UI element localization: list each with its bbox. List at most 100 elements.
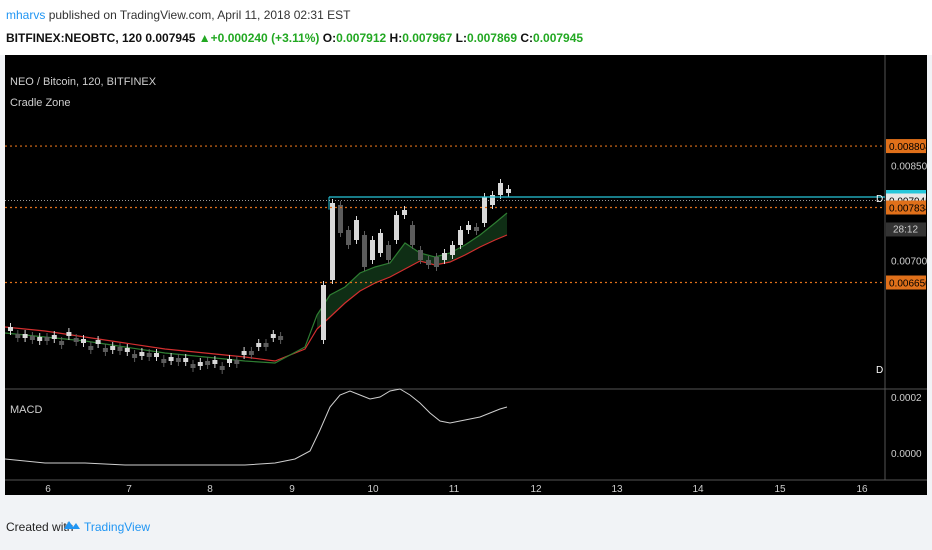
resistance-price-tag-bg xyxy=(886,139,926,154)
macd-tick-label: 0.0000 xyxy=(891,449,922,460)
countdown-tag: 28:12 xyxy=(893,224,918,235)
candle-body xyxy=(124,348,130,352)
close-label: C: xyxy=(520,31,534,45)
candle-body xyxy=(44,337,50,341)
candle-body xyxy=(22,334,28,338)
slow-ema-line xyxy=(5,234,508,362)
low-value: 0.007869 xyxy=(466,31,517,45)
candle-body xyxy=(354,220,359,240)
candle-body xyxy=(482,197,487,223)
candle-body xyxy=(506,189,511,193)
time-tick-label: 8 xyxy=(207,484,213,495)
candle-body xyxy=(458,230,463,245)
time-tick-label: 11 xyxy=(449,484,460,495)
publish-info: mharvs published on TradingView.com, Apr… xyxy=(6,8,350,22)
candle-body xyxy=(29,336,35,340)
close-value: 0.007945 xyxy=(533,31,584,45)
candle-body xyxy=(197,362,203,366)
author-link[interactable]: mharvs xyxy=(6,8,46,22)
low-label: L: xyxy=(455,31,467,45)
candle-body xyxy=(474,227,479,231)
candle-body xyxy=(270,334,276,338)
open-value: 0.007912 xyxy=(336,31,387,45)
candle-body xyxy=(442,253,447,260)
time-tick-label: 16 xyxy=(856,484,868,495)
indicator-label: Cradle Zone xyxy=(10,97,71,109)
candle-body xyxy=(59,341,65,345)
tradingview-cloud-icon[interactable] xyxy=(63,517,81,533)
bottom-price-tag: 0.006650 xyxy=(889,278,927,289)
price-change: +0.000240 (+3.11%) xyxy=(210,31,320,45)
candle-body xyxy=(490,195,495,205)
support-price-tag-bg xyxy=(886,200,926,215)
candle-body xyxy=(263,343,269,347)
time-tick-label: 10 xyxy=(367,484,379,495)
high-label: H: xyxy=(389,31,403,45)
candle-body xyxy=(8,327,13,331)
published-text: published on TradingView.com, April 11, … xyxy=(48,8,351,22)
chart-area[interactable]: 0.0085000.0070000.0088040.0080000.007945… xyxy=(5,55,927,495)
level-marker-label: D xyxy=(876,194,883,205)
candle-body xyxy=(139,352,145,356)
candle-body xyxy=(426,260,431,265)
time-tick-label: 7 xyxy=(126,484,132,495)
candle-body xyxy=(37,337,43,341)
candle-body xyxy=(410,225,415,245)
candle-body xyxy=(117,347,123,351)
candle-body xyxy=(205,361,211,365)
fast-ema-line xyxy=(5,212,508,364)
candle-body xyxy=(15,334,21,338)
candle-body xyxy=(73,338,79,342)
candle-body xyxy=(66,332,72,336)
time-tick-label: 6 xyxy=(45,484,51,495)
last-price: 0.007945 xyxy=(145,31,196,45)
candle-body xyxy=(168,357,174,361)
candle-body xyxy=(175,358,181,362)
candle-body xyxy=(219,366,225,370)
footer: Created with TradingView xyxy=(0,504,932,550)
candle-body xyxy=(402,210,407,215)
high-value: 0.007967 xyxy=(402,31,453,45)
candle-body xyxy=(418,250,423,260)
support-price-tag: 0.007834 xyxy=(889,204,927,215)
candle-body xyxy=(330,203,335,280)
open-label: O: xyxy=(322,31,337,45)
candle-body xyxy=(161,359,167,363)
candle-body xyxy=(146,353,152,357)
candle-body xyxy=(338,205,343,233)
candle-body xyxy=(212,360,218,364)
time-tick-label: 9 xyxy=(289,484,295,495)
publish-header: mharvs published on TradingView.com, Apr… xyxy=(0,0,932,55)
candle-body xyxy=(434,257,439,267)
countdown-tag-bg xyxy=(886,222,926,237)
chart-canvas[interactable]: 0.0085000.0070000.0088040.0080000.007945… xyxy=(5,55,927,495)
up-arrow-icon: ▲ xyxy=(198,31,211,45)
candle-body xyxy=(498,183,503,195)
candle-body xyxy=(241,351,247,355)
candle-body xyxy=(370,240,375,260)
candle-body xyxy=(227,359,232,363)
bottom-price-tag-bg xyxy=(886,275,926,290)
candle-body xyxy=(278,336,284,340)
ohlc-legend: BITFINEX:NEOBTC, 120 0.007945 ▲+0.000240… xyxy=(6,31,583,45)
candle-body xyxy=(394,215,399,240)
time-tick-label: 13 xyxy=(611,484,623,495)
candle-body xyxy=(183,358,189,362)
candle-body xyxy=(466,225,471,230)
candle-body xyxy=(378,233,383,253)
candle-body xyxy=(102,348,108,352)
candle-body xyxy=(154,353,159,357)
time-tick-label: 14 xyxy=(692,484,704,495)
candle-body xyxy=(248,351,254,355)
time-tick-label: 15 xyxy=(774,484,786,495)
tradingview-link[interactable]: TradingView xyxy=(84,520,151,534)
candle-body xyxy=(321,285,326,340)
chart-title: NEO / Bitcoin, 120, BITFINEX xyxy=(10,76,157,88)
candle-body xyxy=(95,340,101,344)
time-tick-label: 12 xyxy=(530,484,542,495)
candle-body xyxy=(362,235,367,267)
macd-tick-label: 0.0002 xyxy=(891,393,922,404)
candle-body xyxy=(51,335,57,339)
